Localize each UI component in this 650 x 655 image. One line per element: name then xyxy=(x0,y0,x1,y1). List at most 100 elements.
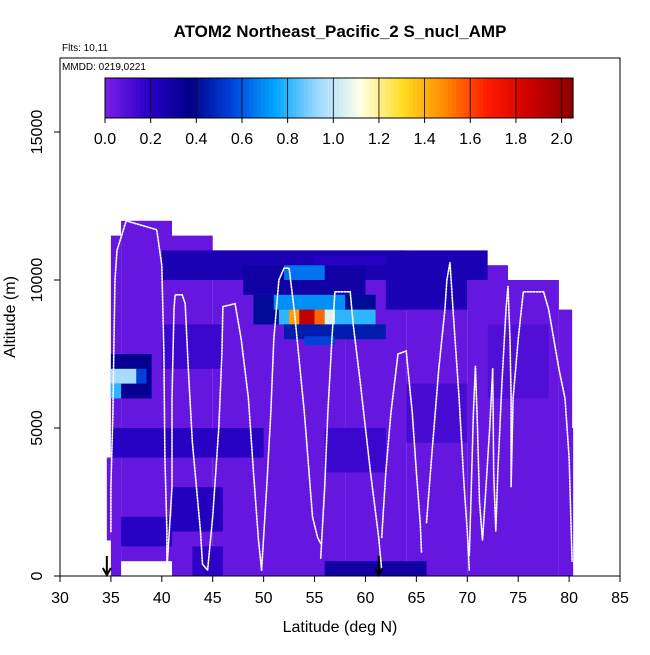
colorbar-swatch xyxy=(479,78,484,118)
colorbar-swatch xyxy=(311,78,317,118)
colorbar-swatch xyxy=(432,78,438,118)
colorbar-swatch xyxy=(222,78,227,118)
colorbar-swatch xyxy=(144,78,149,118)
colorbar-swatch xyxy=(198,78,204,118)
colorbar-swatch xyxy=(487,78,492,118)
colorbar-swatch xyxy=(167,78,172,118)
heatmap-layer xyxy=(106,220,574,576)
heatmap-cell xyxy=(314,309,325,325)
colorbar-swatch xyxy=(393,78,399,118)
heatmap-cell xyxy=(324,309,335,325)
colorbar-swatch xyxy=(354,78,360,118)
chart-title: ATOM2 Northeast_Pacific_2 S_nucl_AMP xyxy=(174,22,507,41)
x-axis-tick-label: 75 xyxy=(509,590,527,607)
x-axis-tick-label: 35 xyxy=(102,590,120,607)
colorbar-swatch xyxy=(409,78,414,118)
colorbar-tick-label: 1.2 xyxy=(368,131,390,148)
colorbar-swatch xyxy=(179,78,184,118)
colorbar-swatch xyxy=(124,78,129,118)
colorbar-swatch xyxy=(518,78,523,118)
heatmap-cell xyxy=(324,428,386,473)
colorbar-swatch xyxy=(147,78,153,118)
colorbar-tick-label: 2.0 xyxy=(550,131,572,148)
colorbar-swatch xyxy=(303,78,309,118)
colorbar-swatch xyxy=(210,78,215,118)
y-axis-tick-label: 10000 xyxy=(29,258,46,303)
heatmap-cell xyxy=(121,516,172,547)
colorbar-swatch xyxy=(452,78,457,118)
colorbar-swatch xyxy=(342,78,348,118)
colorbar-swatch xyxy=(491,78,496,118)
colorbar-swatch xyxy=(350,78,356,118)
colorbar-swatch xyxy=(245,78,250,118)
colorbar-swatch xyxy=(241,78,246,118)
colorbar-swatch xyxy=(456,78,461,118)
colorbar-swatch xyxy=(569,78,574,118)
colorbar-swatch xyxy=(151,78,157,118)
heatmap-cell xyxy=(304,336,335,346)
colorbar-swatch xyxy=(218,78,223,118)
colorbar-swatch xyxy=(440,78,445,118)
colorbar-swatch xyxy=(229,78,235,118)
colorbar-tick-label: 1.8 xyxy=(505,131,527,148)
x-axis-tick-label: 50 xyxy=(255,590,273,607)
colorbar-swatch xyxy=(288,78,293,118)
colorbar-swatch xyxy=(514,78,519,118)
x-axis-tick-label: 85 xyxy=(611,590,629,607)
colorbar-swatch xyxy=(136,78,141,118)
x-axis-tick-label: 80 xyxy=(560,590,578,607)
colorbar-tick-label: 1.6 xyxy=(459,131,481,148)
colorbar-swatch xyxy=(537,78,543,118)
colorbar-swatch xyxy=(510,78,516,118)
flight-track-layer xyxy=(110,219,573,571)
colorbar-swatch xyxy=(194,78,200,118)
colorbar-swatch xyxy=(280,78,285,118)
colorbar-swatch xyxy=(190,78,196,118)
y-axis-tick-label: 15000 xyxy=(29,110,46,155)
colorbar-swatch xyxy=(140,78,145,118)
colorbar-swatch xyxy=(284,78,289,118)
colorbar-swatch xyxy=(296,78,301,118)
colorbar-swatch xyxy=(436,78,441,118)
colorbar-swatch xyxy=(264,78,270,118)
arrow-head xyxy=(373,567,384,578)
flight-track-segment xyxy=(468,365,494,557)
x-axis-tick-label: 55 xyxy=(306,590,324,607)
colorbar-swatch xyxy=(261,78,266,118)
colorbar-swatch xyxy=(132,78,137,118)
colorbar-swatch xyxy=(374,78,379,118)
x-axis-tick-label: 60 xyxy=(357,590,375,607)
colorbar-swatch xyxy=(463,78,469,118)
colorbar-swatch xyxy=(541,78,547,118)
x-axis-label: Latitude (deg N) xyxy=(283,619,398,636)
x-axis-tick-label: 70 xyxy=(458,590,476,607)
colorbar-swatch xyxy=(120,78,126,118)
flight-track-segment xyxy=(491,285,573,563)
heatmap-cell xyxy=(314,256,386,266)
colorbar-swatch xyxy=(292,78,297,118)
colorbar-swatch xyxy=(339,78,344,118)
colorbar-swatch xyxy=(424,78,430,118)
colorbar-swatch xyxy=(186,78,192,118)
flight-track-segment xyxy=(425,262,471,571)
colorbar-swatch xyxy=(378,78,383,118)
colorbar-swatch xyxy=(315,78,321,118)
flight-track-segment xyxy=(319,290,383,571)
arrow-head xyxy=(101,567,112,578)
heatmap-cell xyxy=(136,368,147,384)
colorbar-swatch xyxy=(323,78,328,118)
colorbar-swatch xyxy=(268,78,274,118)
heatmap-cell xyxy=(273,294,346,310)
heatmap-coverage-block xyxy=(106,457,111,541)
colorbar-swatch xyxy=(128,78,133,118)
colorbar-swatch xyxy=(557,78,562,118)
heatmap-cell xyxy=(299,309,315,325)
y-axis-tick-label: 5000 xyxy=(29,410,46,446)
colorbar-swatch xyxy=(358,78,363,118)
colorbar-swatch xyxy=(171,78,176,118)
flights-label: Flts: 10,11 xyxy=(62,43,108,54)
flight-track-segment xyxy=(166,293,209,571)
heatmap-cell xyxy=(284,324,386,340)
colorbar-swatch xyxy=(545,78,551,118)
